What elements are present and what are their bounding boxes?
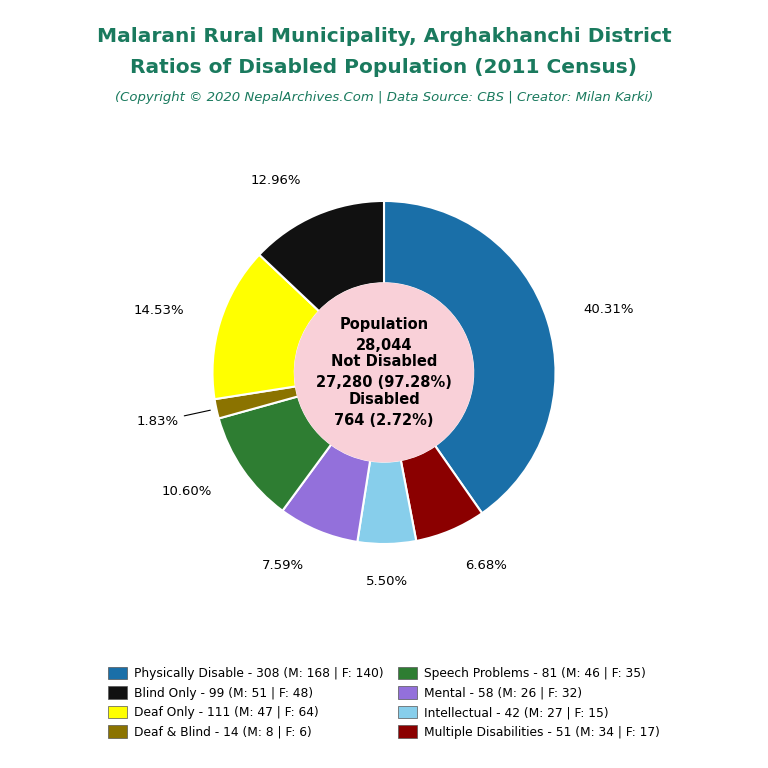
Text: 7.59%: 7.59% xyxy=(261,559,303,572)
Text: Population
28,044: Population 28,044 xyxy=(339,316,429,353)
Text: 1.83%: 1.83% xyxy=(137,410,210,428)
Text: 10.60%: 10.60% xyxy=(161,485,212,498)
Text: 40.31%: 40.31% xyxy=(584,303,634,316)
Text: 6.68%: 6.68% xyxy=(465,559,507,572)
Text: 12.96%: 12.96% xyxy=(250,174,301,187)
Text: Ratios of Disabled Population (2011 Census): Ratios of Disabled Population (2011 Cens… xyxy=(131,58,637,77)
Wedge shape xyxy=(214,386,298,419)
Wedge shape xyxy=(260,201,384,311)
Text: Not Disabled
27,280 (97.28%): Not Disabled 27,280 (97.28%) xyxy=(316,355,452,390)
Wedge shape xyxy=(219,396,331,511)
Text: Disabled
764 (2.72%): Disabled 764 (2.72%) xyxy=(334,392,434,429)
Wedge shape xyxy=(213,255,319,399)
Text: (Copyright © 2020 NepalArchives.Com | Data Source: CBS | Creator: Milan Karki): (Copyright © 2020 NepalArchives.Com | Da… xyxy=(115,91,653,104)
Text: 5.50%: 5.50% xyxy=(366,575,409,588)
Text: 14.53%: 14.53% xyxy=(134,304,184,317)
Text: Malarani Rural Municipality, Arghakhanchi District: Malarani Rural Municipality, Arghakhanch… xyxy=(97,27,671,46)
Wedge shape xyxy=(357,460,416,544)
Circle shape xyxy=(295,283,473,462)
Legend: Physically Disable - 308 (M: 168 | F: 140), Blind Only - 99 (M: 51 | F: 48), Dea: Physically Disable - 308 (M: 168 | F: 14… xyxy=(102,660,666,745)
Wedge shape xyxy=(283,445,370,542)
Wedge shape xyxy=(384,201,555,513)
Wedge shape xyxy=(401,445,482,541)
